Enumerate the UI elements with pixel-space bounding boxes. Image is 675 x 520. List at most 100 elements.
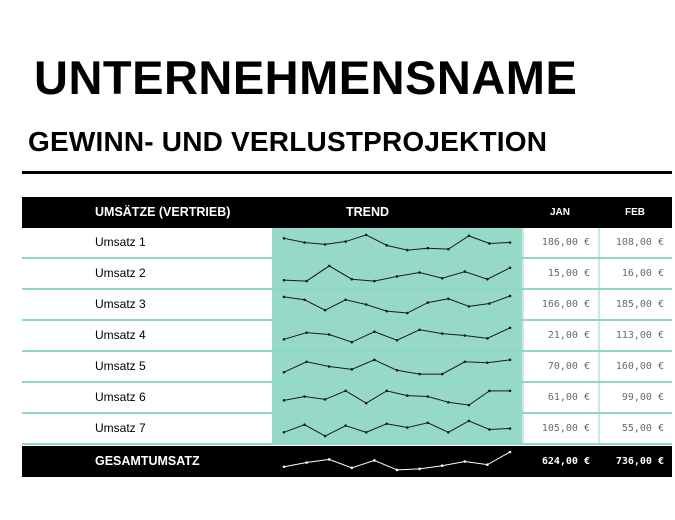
sparkline-path [283,390,510,406]
sparkline-point [418,271,421,274]
sparkline-point [282,370,286,374]
sparkline-point [508,427,512,430]
total-trend-sparkline [272,446,522,477]
row-label: Umsatz 7 [95,421,146,435]
feb-value[interactable]: 185,00 € [598,290,672,319]
sparkline-point [447,431,450,434]
sparkline-point [327,264,331,268]
trend-sparkline [272,383,522,412]
total-feb-value[interactable]: 736,00 € [615,456,664,467]
sparkline-point [364,431,368,434]
total-row: GESAMTUMSATZ 624,00 € 736,00 € [22,446,672,477]
sparkline-point [488,242,491,245]
trend-sparkline [272,352,522,381]
trend-sparkline [272,259,522,288]
sparkline-point [305,279,308,283]
sparkline-path [283,295,511,314]
feb-value[interactable]: 99,00 € [598,383,672,412]
row-label: Umsatz 6 [95,390,146,404]
row-label: Umsatz 5 [95,359,146,373]
sparkline-svg [282,326,512,344]
sparkline-svg [282,389,512,407]
sparkline-point [395,338,399,342]
sparkline-point [327,365,331,368]
sparkline-point [350,466,354,470]
row-label: Umsatz 2 [95,266,146,280]
jan-value[interactable]: 166,00 € [522,290,598,319]
sparkline-point [282,399,286,402]
jan-value[interactable]: 70,00 € [522,352,598,381]
sparkline-point [282,278,286,282]
table-header: UMSÄTZE (VERTRIEB) TREND JAN FEB [22,197,672,228]
total-label: GESAMTUMSATZ [95,454,200,468]
jan-value[interactable]: 61,00 € [522,383,598,412]
sparkline-point [305,331,308,334]
sparkline-point [305,461,308,464]
sparkline-point [303,395,306,398]
sparkline-point [344,298,347,302]
sparkline-point [447,247,450,251]
sparkline-point [447,297,450,301]
sparkline-point [508,389,512,393]
sparkline-path [283,359,511,375]
sparkline-svg [282,358,512,376]
sparkline-point [282,237,286,240]
sparkline-svg [282,419,512,438]
sparkline-point [282,338,286,341]
sparkline-point [418,467,421,471]
table-row: Umsatz 7 105,00 € 55,00 € [22,414,672,445]
jan-value[interactable]: 21,00 € [522,321,598,350]
sparkline-point [486,463,489,466]
sparkline-point [385,389,389,393]
sparkline-point [486,277,489,281]
sparkline-point [405,394,409,397]
sparkline-point [467,403,471,407]
sparkline-point [305,360,308,364]
feb-value[interactable]: 113,00 € [598,321,672,350]
table-row: Umsatz 6 61,00 € 99,00 € [22,383,672,414]
sparkline-svg [282,233,512,252]
feb-value[interactable]: 160,00 € [598,352,672,381]
header-trend: TREND [346,205,390,219]
header-jan: JAN [550,207,571,218]
sparkline-point [350,368,354,371]
sparkline-point [323,243,327,246]
sparkline-point [395,275,399,278]
sparkline-point [440,276,444,280]
sparkline-point [364,401,368,405]
feb-value[interactable]: 108,00 € [598,228,672,257]
sparkline-point [323,398,327,401]
sparkline-point [467,234,471,238]
sparkline-point [364,233,368,237]
header-sales: UMSÄTZE (VERTRIEB) [95,205,231,219]
sparkline-point [447,400,450,404]
total-jan-value[interactable]: 624,00 € [541,456,590,467]
sparkline-point [508,266,512,270]
table-row: Umsatz 4 21,00 € 113,00 € [22,321,672,352]
sparkline-point [426,395,430,398]
sparkline-point [303,241,306,244]
sparkline-point [467,419,471,423]
sparkline-point [486,361,489,364]
feb-value[interactable]: 16,00 € [598,259,672,288]
row-label: Umsatz 3 [95,297,146,311]
sparkline-point [426,301,430,304]
sparkline-point [385,309,389,313]
sparkline-path [283,234,511,251]
sparkline-point [405,426,409,429]
table-row: Umsatz 5 70,00 € 160,00 € [22,352,672,383]
sparkline-point [508,294,512,298]
feb-value[interactable]: 55,00 € [598,414,672,443]
sparkline-point [282,295,286,299]
trend-sparkline [272,290,522,319]
trend-sparkline [272,321,522,350]
jan-value[interactable]: 186,00 € [522,228,598,257]
sparkline-point [373,459,376,462]
jan-value[interactable]: 105,00 € [522,414,598,443]
sparkline-point [508,326,512,330]
sparkline-point [327,458,331,461]
sparkline-svg [282,294,512,315]
sparkline-point [463,270,467,273]
row-label: Umsatz 1 [95,235,146,249]
jan-value[interactable]: 15,00 € [522,259,598,288]
